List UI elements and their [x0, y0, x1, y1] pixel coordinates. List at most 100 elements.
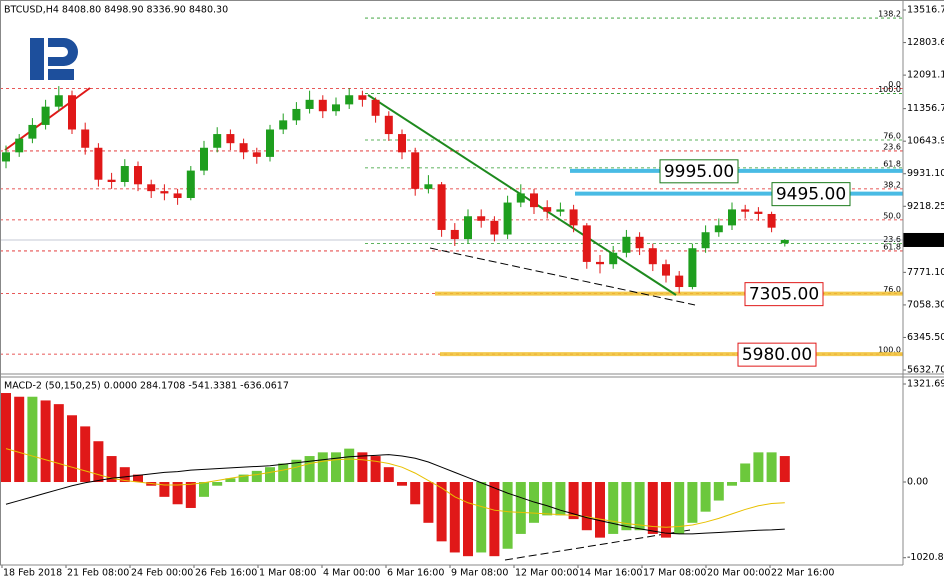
x-tick-label: 20 Mar 00:00: [707, 568, 770, 579]
macd-bar: [344, 448, 355, 483]
macd-bar: [568, 482, 579, 520]
candle-body: [384, 115, 393, 135]
macd-bar: [383, 467, 394, 483]
macd-bar: [304, 456, 315, 483]
candle-body: [160, 191, 169, 194]
candle-body: [701, 232, 710, 249]
current-price-box: [903, 232, 944, 247]
y-tick-label: -1020.875: [907, 552, 944, 563]
candle-body: [358, 95, 367, 100]
candle-body: [714, 225, 723, 233]
macd-bar: [502, 482, 513, 549]
macd-bar: [647, 482, 658, 534]
candle-body: [622, 236, 631, 253]
candle-body: [213, 134, 222, 148]
candle-body: [490, 220, 499, 235]
y-tick-label: 9931.10: [907, 168, 944, 179]
candle-body: [252, 152, 261, 157]
fib-label: 138.2: [878, 10, 901, 19]
macd-bar: [674, 482, 685, 534]
candle-body: [543, 207, 552, 212]
candle-body: [728, 209, 736, 226]
candle-body: [398, 134, 406, 153]
candle-body: [688, 248, 697, 288]
y-tick-label: 7771.10: [907, 267, 944, 278]
macd-bar: [40, 400, 51, 483]
candle-body: [662, 264, 670, 276]
macd-bar: [317, 452, 328, 483]
candle-body: [556, 209, 565, 212]
y-tick-label: 12803.65: [907, 37, 944, 48]
macd-bar: [397, 482, 407, 486]
macd-bar: [14, 396, 25, 483]
candle-body: [675, 275, 684, 288]
x-tick-label: 14 Mar 16:00: [579, 568, 642, 579]
current-price-label: 8480.30: [906, 234, 944, 245]
macd-bar: [423, 482, 434, 523]
macd-bar: [436, 482, 447, 542]
macd-bar: [555, 482, 566, 516]
macd-bar: [212, 482, 223, 486]
candle-body: [582, 225, 591, 262]
y-tick-label: 13516.75: [907, 5, 944, 16]
macd-bar: [542, 482, 553, 516]
macd-bar: [370, 456, 381, 483]
macd-bar: [357, 452, 368, 483]
logo: [30, 38, 78, 80]
fib-label: 61.8: [883, 159, 901, 168]
y-tick-label: 5632.70: [907, 365, 944, 376]
candle-body: [173, 193, 182, 198]
macd-bar: [476, 482, 487, 553]
x-tick-label: 18 Feb 2018: [3, 568, 62, 579]
macd-bar: [449, 482, 460, 553]
x-tick-label: 1 Mar 08:00: [259, 568, 316, 579]
candle-body: [635, 236, 644, 249]
chart-title: BTCUSD,H4 8408.80 8498.90 8336.90 8480.3…: [4, 5, 228, 16]
y-tick-label: 1321.693: [907, 378, 944, 389]
candle-body: [464, 216, 472, 240]
candle-body: [767, 213, 776, 228]
x-tick-label: 9 Mar 08:00: [451, 568, 508, 579]
candle-body: [437, 184, 446, 230]
macd-bar: [489, 482, 500, 557]
macd-bar: [53, 404, 64, 483]
macd-bar: [199, 482, 209, 497]
macd-bar: [238, 474, 249, 483]
macd-bar: [410, 482, 421, 505]
y-tick-label: 7058.30: [907, 299, 944, 310]
candle-body: [266, 129, 274, 157]
candle-body: [81, 129, 90, 148]
fib-label: 100.0: [878, 85, 901, 94]
candle-body: [450, 229, 459, 240]
indicator-title: MACD-2 (50,150,25) 0.0000 284.1708 -541.…: [4, 381, 289, 392]
candle-body: [186, 170, 195, 198]
x-tick-label: 6 Mar 16:00: [387, 568, 444, 579]
x-tick-label: 4 Mar 00:00: [323, 568, 380, 579]
candle-body: [741, 209, 750, 212]
candle-body: [134, 166, 142, 185]
macd-bar: [278, 463, 289, 483]
candle-body: [424, 184, 433, 189]
y-tick-label: 0.00: [907, 477, 928, 488]
candle-body: [318, 99, 327, 112]
target-box: [737, 342, 817, 367]
candle-body: [94, 147, 103, 180]
macd-bar: [185, 482, 196, 508]
candle-body: [41, 106, 50, 125]
macd-bar: [727, 482, 737, 486]
y-tick-label: 9218.25: [907, 201, 944, 212]
macd-line: [5, 454, 785, 535]
candle-body: [371, 99, 380, 116]
macd-bar: [159, 482, 170, 497]
x-tick-label: 26 Feb 16:00: [195, 568, 257, 579]
candle-body: [107, 179, 116, 183]
macd-bar: [515, 482, 526, 534]
target-box: [744, 282, 824, 307]
macd-bar: [779, 456, 790, 483]
macd-bar: [133, 474, 143, 483]
fib-label: 61.8: [883, 242, 901, 251]
macd-bar: [172, 482, 183, 505]
x-tick-label: 22 Mar 16:00: [771, 568, 834, 579]
macd-bar: [713, 482, 724, 501]
y-tick-label: 11356.70: [907, 103, 944, 114]
